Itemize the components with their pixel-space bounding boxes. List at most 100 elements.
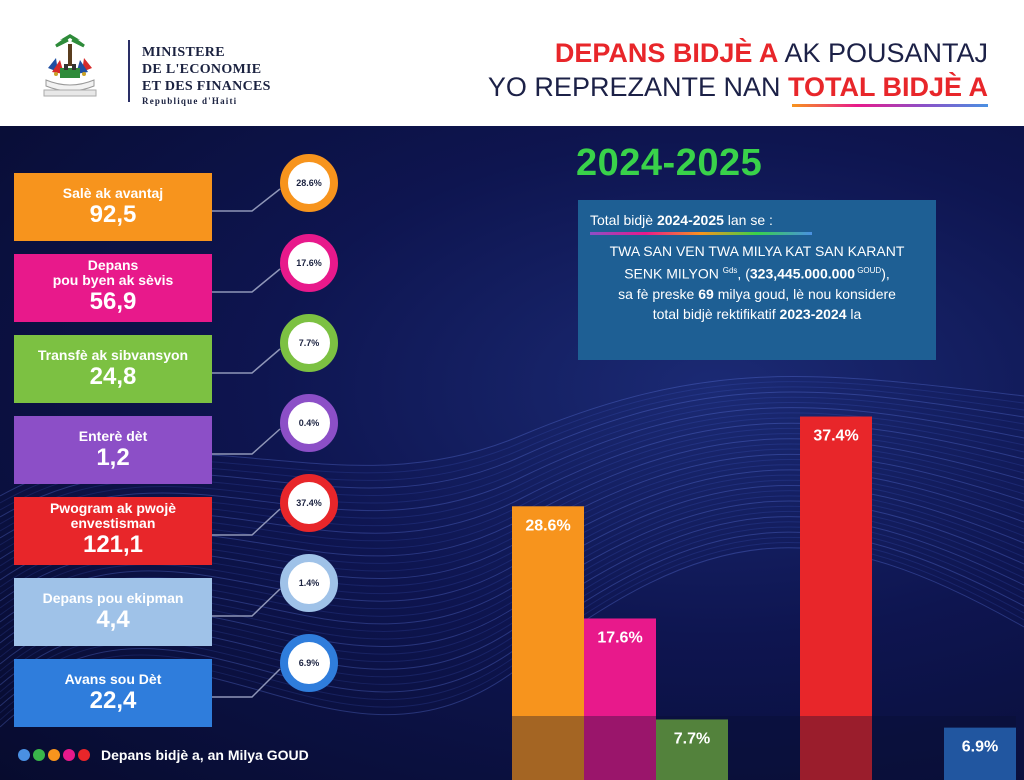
info-line-2a: SENK MILYON [624, 265, 723, 282]
info-line-3a: sa fè preske [618, 285, 699, 302]
category-card: Avans sou Dèt 22,4 [14, 659, 212, 727]
bar-value-label: 6.9% [962, 739, 998, 756]
category-label: Depans pou byen ak sèvis [52, 257, 174, 288]
bar-reflection [728, 716, 800, 780]
percent-ring: 7.7% [280, 314, 338, 372]
info-amount: 323,445.000.000 [749, 265, 855, 282]
page-title: DEPANS BIDJÈ A AK POUSANTAJ YO REPREZANT… [488, 36, 988, 104]
category-card: Enterè dèt 1,2 [14, 416, 212, 484]
category-amount: 22,4 [89, 686, 137, 714]
category-label: Salè ak avantaj [62, 184, 164, 201]
bar-reflection [584, 716, 656, 780]
percent-ring: 1.4% [280, 554, 338, 612]
info-title-year: 2024-2025 [656, 212, 724, 228]
info-line-1: TWA SAN VEN TWA MILYA KAT SAN KARANT [609, 243, 905, 259]
category-label: Pwogram ak pwojè envestisman [49, 500, 177, 531]
title-row-2: YO REPREZANTE NAN TOTAL BIDJÈ A [488, 70, 988, 104]
bar-reflection [656, 716, 728, 780]
info-line-2c: ), [881, 265, 890, 282]
ministry-name: MINISTERE DE L'ECONOMIE ET DES FINANCES … [142, 44, 271, 107]
percent-ring-label: 37.4% [296, 498, 322, 508]
info-sup-gds: Gds [722, 266, 738, 275]
percent-ring: 6.9% [280, 634, 338, 692]
title-red-part-2: TOTAL BIDJÈ A [787, 72, 988, 102]
category-card: Depans pou byen ak sèvis 56,9 [14, 254, 212, 322]
header: MINISTERE DE L'ECONOMIE ET DES FINANCES … [0, 0, 1024, 126]
percent-ring: 17.6% [280, 234, 338, 292]
percent-ring-label: 28.6% [296, 178, 322, 188]
info-color-bar [590, 232, 812, 235]
bar [512, 506, 584, 780]
legend-dot [48, 749, 60, 761]
title-underline [792, 104, 988, 107]
info-body: TWA SAN VEN TWA MILYA KAT SAN KARANT SEN… [590, 241, 924, 324]
category-amount: 24,8 [89, 362, 137, 390]
percent-ring: 0.4% [280, 394, 338, 452]
legend-dot [18, 749, 30, 761]
ministry-subtitle: Republique d'Haiti [142, 96, 238, 106]
bar-reflection [872, 716, 944, 780]
footer-dots [18, 749, 93, 761]
info-line-2b: , ( [737, 265, 750, 282]
legend-dot [33, 749, 45, 761]
ministry-line-1: MINISTERE [142, 45, 225, 60]
year-heading: 2024-2025 [576, 142, 763, 184]
percent-ring: 37.4% [280, 474, 338, 532]
bar-value-label: 7.7% [674, 730, 710, 747]
category-card: Depans pou ekipman 4,4 [14, 578, 212, 646]
bar [944, 727, 1016, 780]
bar-chart: 28.6%17.6%7.7%0.4%37.4%1.4%6.9% [512, 416, 1016, 780]
category-label: Enterè dèt [78, 427, 148, 444]
category-amount: 56,9 [89, 288, 137, 315]
bar [656, 719, 728, 780]
info-line-3-bold: 69 [698, 285, 714, 302]
category-card: Salè ak avantaj 92,5 [14, 173, 212, 241]
info-title-prefix: Total bidjè [590, 212, 657, 228]
title-red-part-1: DEPANS BIDJÈ A [554, 38, 779, 68]
info-line-3b: milya goud, lè nou konsidere [713, 285, 896, 302]
wave-line [0, 407, 1024, 539]
category-amount: 121,1 [82, 531, 144, 558]
legend-dot [63, 749, 75, 761]
main-panel: Salè ak avantaj 92,5 Depans pou byen ak sèv… [0, 126, 1024, 780]
title-row-1: DEPANS BIDJÈ A AK POUSANTAJ [488, 36, 988, 70]
category-card: Transfè ak sibvansyon 24,8 [14, 335, 212, 403]
percent-ring-label: 1.4% [298, 578, 320, 588]
category-label: Avans sou Dèt [64, 670, 162, 687]
percent-ring-label: 7.7% [298, 338, 320, 348]
bar-reflection [944, 716, 1016, 780]
haiti-coat-of-arms-logo [43, 34, 97, 97]
budget-info-box: Total bidjè 2024-2025 lan se : TWA SAN V… [578, 200, 936, 360]
bar-value-label: 37.4% [813, 428, 858, 445]
bar-value-label: 28.6% [525, 517, 570, 534]
title-dark-part-1: AK POUSANTAJ [778, 38, 988, 68]
wave-line [0, 401, 1024, 532]
category-label: Depans pou ekipman [42, 589, 184, 606]
footer-legend: Depans bidjè a, an Milya GOUD [18, 742, 309, 768]
bar [800, 416, 872, 780]
info-title: Total bidjè 2024-2025 lan se : [590, 210, 924, 230]
ministry-line-3: ET DES FINANCES [142, 79, 271, 94]
title-dark-part-2: YO REPREZANTE NAN [487, 72, 788, 102]
percent-ring-label: 17.6% [296, 258, 322, 268]
info-line-4-bold: 2023-2024 [779, 305, 847, 322]
category-label: Transfè ak sibvansyon [37, 346, 189, 363]
bar-reflection [512, 716, 584, 780]
info-line-4a: total bidjè rektifikatif [652, 305, 780, 322]
bar-value-label: 17.6% [597, 629, 642, 646]
category-amount: 92,5 [89, 200, 137, 228]
bar-reflection [800, 716, 872, 780]
category-amount: 1,2 [96, 443, 130, 471]
header-divider [128, 40, 130, 102]
category-card: Pwogram ak pwojè envestisman 121,1 [14, 497, 212, 565]
percent-ring-label: 0.4% [298, 418, 320, 428]
percent-ring-label: 6.9% [298, 658, 320, 668]
legend-dot [78, 749, 90, 761]
ministry-line-2: DE L'ECONOMIE [142, 62, 262, 77]
info-line-4b: la [846, 305, 862, 322]
bar [584, 618, 656, 780]
info-title-suffix: lan se : [723, 212, 773, 228]
info-sup-goud: GOUD [854, 266, 882, 275]
category-amount: 4,4 [96, 605, 130, 633]
